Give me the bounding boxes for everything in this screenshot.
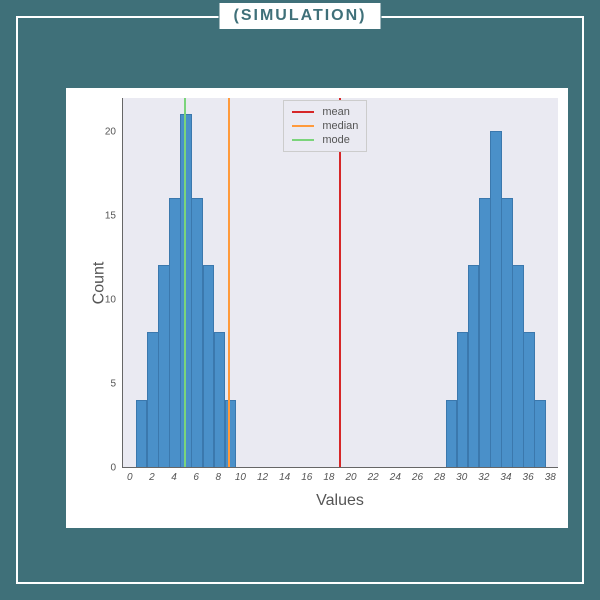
x-tick: 26 bbox=[412, 472, 423, 483]
histogram-bar bbox=[203, 265, 214, 468]
x-tick: 18 bbox=[323, 472, 334, 483]
x-tick: 16 bbox=[301, 472, 312, 483]
histogram-bar bbox=[147, 332, 158, 468]
figure-frame: (SIMULATION) 024681012141618202224262830… bbox=[0, 0, 600, 600]
histogram-bar bbox=[136, 400, 147, 468]
histogram-bar bbox=[191, 198, 202, 468]
x-tick: 24 bbox=[390, 472, 401, 483]
histogram-bar bbox=[501, 198, 512, 468]
y-tick: 0 bbox=[110, 463, 116, 474]
legend-label: median bbox=[322, 120, 358, 132]
x-tick: 0 bbox=[127, 472, 133, 483]
legend-item: median bbox=[292, 119, 358, 133]
x-tick: 30 bbox=[456, 472, 467, 483]
histogram-bar bbox=[512, 265, 523, 468]
plot-area: 0246810121416182022242628303234363805101… bbox=[122, 98, 558, 468]
histogram-bar bbox=[523, 332, 534, 468]
x-tick: 14 bbox=[279, 472, 290, 483]
histogram-bar bbox=[468, 265, 479, 468]
legend-swatch bbox=[292, 139, 314, 141]
x-tick: 6 bbox=[193, 472, 199, 483]
x-tick: 12 bbox=[257, 472, 268, 483]
x-axis-spine bbox=[122, 467, 558, 468]
histogram-bar bbox=[169, 198, 180, 468]
legend-swatch bbox=[292, 111, 314, 113]
x-tick: 4 bbox=[171, 472, 177, 483]
chart-panel: 0246810121416182022242628303234363805101… bbox=[66, 88, 568, 528]
y-tick: 20 bbox=[105, 126, 116, 137]
x-tick: 36 bbox=[523, 472, 534, 483]
x-tick: 34 bbox=[500, 472, 511, 483]
histogram-bar bbox=[490, 131, 501, 468]
grid-line bbox=[122, 468, 558, 469]
x-axis-label: Values bbox=[316, 492, 364, 510]
y-axis-label: Count bbox=[90, 262, 108, 305]
histogram-bar bbox=[479, 198, 490, 468]
histogram-bar bbox=[214, 332, 225, 468]
y-tick: 15 bbox=[105, 210, 116, 221]
legend-label: mean bbox=[322, 106, 350, 118]
x-tick: 38 bbox=[545, 472, 556, 483]
legend: mean median mode bbox=[283, 100, 367, 152]
legend-label: mode bbox=[322, 134, 350, 146]
legend-item: mean bbox=[292, 105, 358, 119]
y-axis-spine bbox=[122, 98, 123, 468]
median-line bbox=[228, 98, 230, 468]
simulation-badge: (SIMULATION) bbox=[218, 2, 381, 30]
legend-swatch bbox=[292, 125, 314, 127]
histogram-bar bbox=[158, 265, 169, 468]
mean-line bbox=[339, 98, 341, 468]
x-tick: 10 bbox=[235, 472, 246, 483]
x-tick: 22 bbox=[368, 472, 379, 483]
x-tick: 2 bbox=[149, 472, 155, 483]
histogram-bar bbox=[446, 400, 457, 468]
x-tick: 20 bbox=[346, 472, 357, 483]
histogram-bar bbox=[457, 332, 468, 468]
histogram-bar bbox=[534, 400, 545, 468]
mode-line bbox=[184, 98, 186, 468]
legend-item: mode bbox=[292, 133, 358, 147]
x-tick: 32 bbox=[478, 472, 489, 483]
x-tick: 8 bbox=[215, 472, 221, 483]
y-tick: 5 bbox=[110, 378, 116, 389]
badge-text: (SIMULATION) bbox=[233, 7, 366, 24]
x-tick: 28 bbox=[434, 472, 445, 483]
